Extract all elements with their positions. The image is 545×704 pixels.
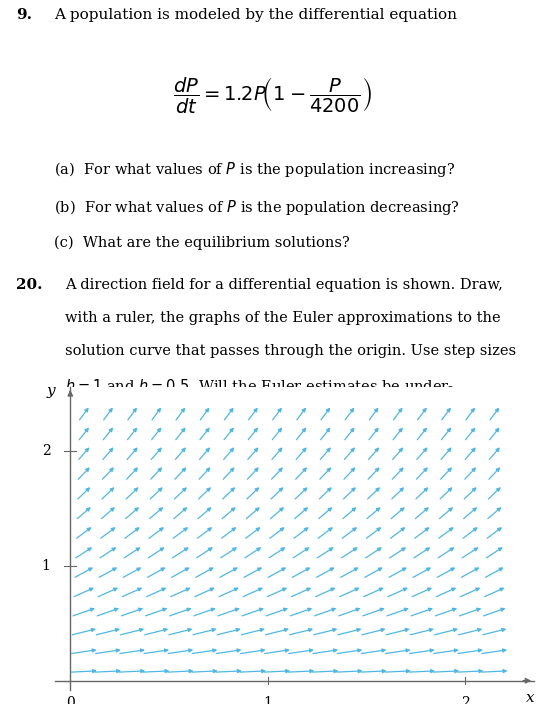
Text: 2: 2: [42, 444, 51, 458]
Text: solution curve that passes through the origin. Use step sizes: solution curve that passes through the o…: [65, 344, 517, 358]
Text: 2: 2: [461, 696, 469, 704]
Text: (c)  What are the equilibrium solutions?: (c) What are the equilibrium solutions?: [54, 236, 350, 250]
Text: x: x: [526, 691, 535, 704]
Text: A direction field for a differential equation is shown. Draw,: A direction field for a differential equ…: [65, 277, 503, 291]
Text: 20.: 20.: [16, 277, 43, 291]
Text: y: y: [46, 384, 55, 398]
Text: $h = 1$ and $h = 0.5$. Will the Euler estimates be under-: $h = 1$ and $h = 0.5$. Will the Euler es…: [65, 378, 455, 394]
Text: with a ruler, the graphs of the Euler approximations to the: with a ruler, the graphs of the Euler ap…: [65, 311, 501, 325]
Text: (b)  For what values of $P$ is the population decreasing?: (b) For what values of $P$ is the popula…: [54, 198, 461, 217]
Text: A population is modeled by the differential equation: A population is modeled by the different…: [54, 8, 457, 22]
Text: 1: 1: [41, 558, 51, 572]
Text: 9.: 9.: [16, 8, 32, 22]
Text: 0: 0: [66, 696, 75, 704]
Text: estimates or overestimates? Explain.: estimates or overestimates? Explain.: [65, 411, 339, 425]
Text: 1: 1: [263, 696, 272, 704]
Text: $\dfrac{dP}{dt} = 1.2P\!\left(1 - \dfrac{P}{4200}\right)$: $\dfrac{dP}{dt} = 1.2P\!\left(1 - \dfrac…: [173, 76, 372, 116]
Text: (a)  For what values of $P$ is the population increasing?: (a) For what values of $P$ is the popula…: [54, 160, 456, 179]
